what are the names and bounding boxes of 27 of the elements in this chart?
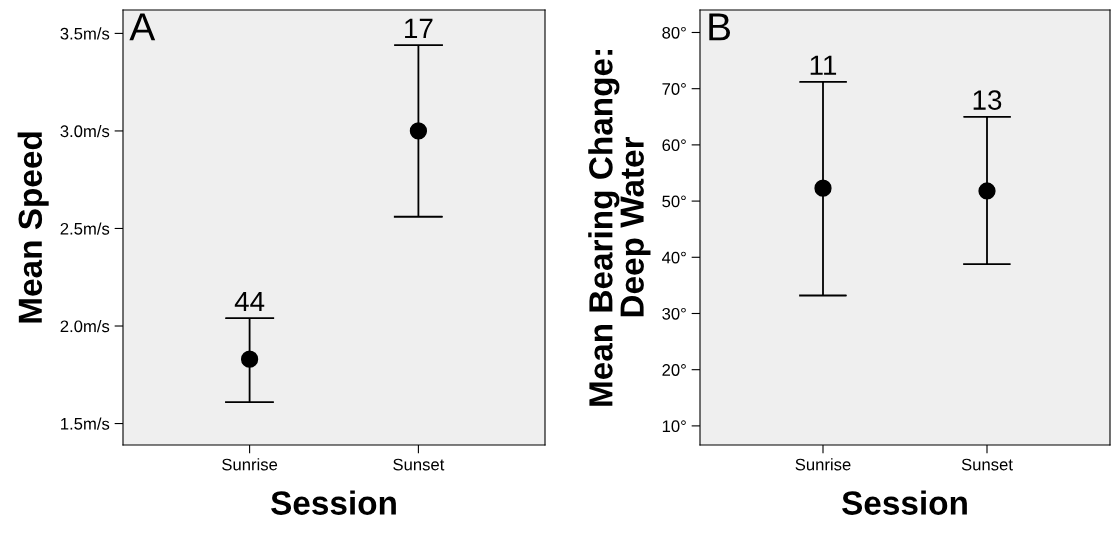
x-tick-label: Sunrise xyxy=(222,458,278,471)
y-tick-label: 20° xyxy=(662,364,686,376)
y-tick-label: 30° xyxy=(662,307,686,320)
x-axis-title: Session xyxy=(842,490,967,515)
x-axis-title: Session xyxy=(271,490,396,515)
y-tick-label: 80° xyxy=(662,26,686,39)
x-tick-label: Sunset xyxy=(393,458,445,471)
y-tick-label: 3.5m/s xyxy=(60,27,110,40)
y-tick-label: 2.0m/s xyxy=(60,319,110,333)
x-tick-label: Sunset xyxy=(961,458,1013,471)
y-tick-label: 3.0m/s xyxy=(60,124,110,138)
x-tick-label: Sunrise xyxy=(795,458,851,471)
annotation: A xyxy=(129,13,156,41)
y-tick-label: 10° xyxy=(662,420,686,433)
y-axis-title: Mean Speed xyxy=(17,132,49,323)
y-tick-label: 50° xyxy=(662,195,686,208)
annotation: 17 xyxy=(405,18,433,38)
y-tick-label: 40° xyxy=(661,251,686,264)
y-tick-label: 2.5m/s xyxy=(60,222,110,235)
annotation: 44 xyxy=(234,291,265,312)
annotation: 13 xyxy=(973,90,1002,110)
annotation: B xyxy=(709,13,731,41)
annotation: 11 xyxy=(810,55,837,75)
y-tick-label: 60° xyxy=(662,139,686,152)
y-tick-label: 1.5m/s xyxy=(61,417,110,430)
y-axis-title: Mean Bearing Change: Deep Water xyxy=(588,50,651,406)
y-tick-label: 70° xyxy=(662,83,686,95)
